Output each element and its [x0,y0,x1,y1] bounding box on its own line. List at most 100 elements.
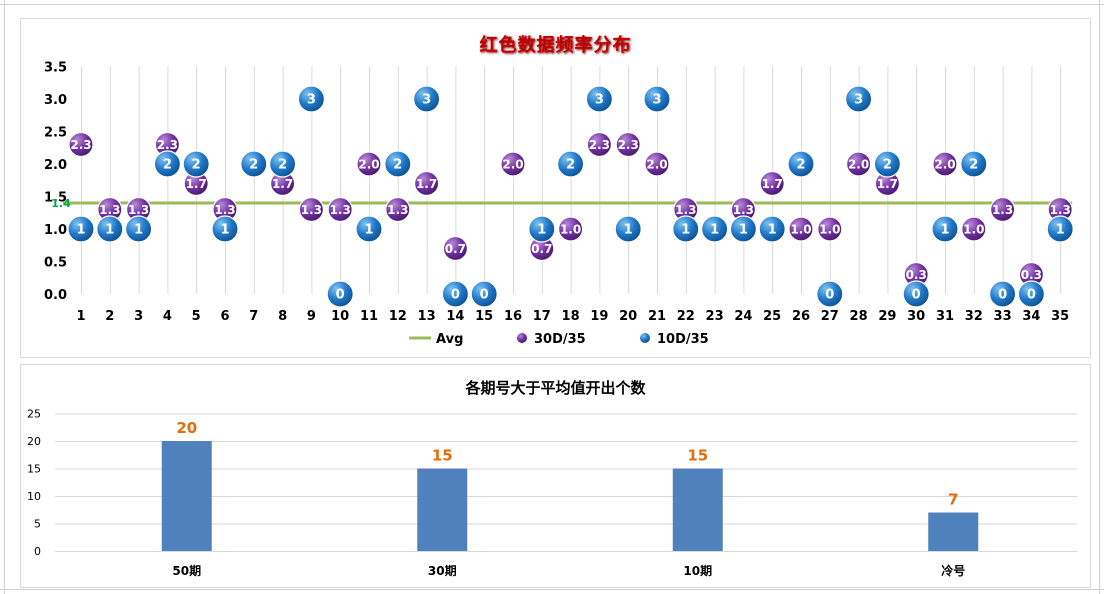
bar-value-label: 20 [176,419,197,437]
point-10d-marker [182,150,210,178]
point-10d-marker [844,85,873,113]
point-10d-marker [672,215,700,243]
point-30d-label: 2.0 [502,157,523,171]
point-30d-label: 1.7 [877,177,898,191]
point-30d-marker [961,216,987,242]
point-10d-label: 0 [998,288,1007,303]
point-10d-marker [729,215,758,243]
point-10d-label: 1 [940,223,949,238]
point-30d: 1.7 [414,170,440,197]
bar-category-label: 30期 [428,563,457,578]
point-10d-label: 1 [105,223,114,238]
point-10d-marker [470,280,498,308]
point-10d-label: 1 [768,223,777,238]
scatter-x-tick-label: 35 [1051,309,1069,324]
point-30d: 1.3 [327,196,353,223]
point-10d: 3 [297,85,325,113]
point-30d: 2.0 [845,151,872,177]
point-30d-label: 1.0 [560,222,581,236]
point-10d-label: 3 [307,93,316,108]
point-10d-label: 2 [883,158,892,173]
point-30d-label: 2.0 [934,157,955,171]
point-30d: 1.0 [961,216,987,242]
scatter-y-tick-label: 0.5 [44,256,67,271]
point-10d-marker [643,85,671,113]
point-10d-marker [988,280,1017,308]
point-10d-label: 0 [825,288,834,303]
point-30d: 0.7 [442,235,468,262]
point-10d-marker [413,85,441,113]
scatter-y-tick-label: 3.5 [44,61,67,76]
point-10d-marker [124,215,153,243]
scatter-x-tick-label: 28 [850,309,868,324]
point-30d-label: 0.7 [445,242,466,256]
point-30d-marker [385,196,411,223]
bar-y-tick-label: 25 [27,408,41,421]
scatter-gridlines [81,66,1062,294]
point-10d-label: 1 [681,223,690,238]
scatter-y-tick-label: 3.0 [44,93,67,108]
point-10d-label: 0 [336,288,345,303]
frequency-scatter-chart: 0.00.51.01.52.02.53.03.51 2 3 4 5 6 7 8 9 10 11 12 1… [44,61,1074,347]
point-10d: 1 [211,215,239,243]
point-10d-marker [67,215,95,243]
bar-chart-title: 各期号大于平均值开出个数 [465,379,646,397]
point-30d-label: 2.3 [157,138,178,152]
point-30d-marker [759,170,785,197]
point-10d: 0 [1017,280,1046,308]
point-30d-label: 1.0 [790,222,811,236]
scatter-x-tick-label: 22 [677,309,695,324]
point-10d-marker [153,150,181,178]
point-30d-label: 2.0 [848,157,869,171]
point-10d: 0 [988,280,1017,308]
point-30d-marker [586,131,613,158]
point-10d-marker [240,150,268,178]
point-10d-marker [1046,215,1074,243]
bar [672,468,723,551]
point-10d-label: 3 [595,93,604,108]
point-10d-label: 1 [76,223,85,238]
point-30d-label: 1.3 [99,203,120,217]
point-30d: 1.7 [270,170,296,197]
scatter-x-tick-label: 2 [105,309,114,324]
point-10d: 0 [326,280,354,308]
point-30d-label: 1.3 [128,203,149,217]
point-10d-label: 0 [912,288,921,303]
scatter-x-tick-label: 11 [360,309,378,324]
point-10d: 1 [96,215,124,243]
point-30d-label: 0.3 [906,268,927,282]
point-30d-marker [414,170,440,197]
point-10d-marker [297,85,325,113]
point-30d: 2.0 [644,151,670,177]
point-30d: 1.3 [385,196,411,223]
point-10d-marker [787,150,815,178]
scatter-x-tick-label: 30 [907,309,925,324]
point-10d-label: 0 [451,288,460,303]
point-30d-label: 1.3 [301,203,322,217]
point-10d-label: 2 [163,158,172,173]
point-30d-label: 1.3 [387,203,408,217]
scatter-x-tick-label: 12 [389,309,407,324]
frequency-scatter-panel: 红色数据频率分布 0.0 0.5 1.0 1.5 2.0 2.5 3.0 3.5 1 2 3 4 5 6 7… [20,18,1091,358]
point-30d: 2.3 [615,131,641,158]
point-10d-label: 1 [710,223,719,238]
point-10d: 2 [960,150,988,178]
point-30d-label: 1.3 [733,203,754,217]
scatter-x-tick-label: 33 [994,309,1012,324]
point-10d-marker [441,280,469,308]
point-30d: 2.0 [356,151,382,177]
scatter-x-tick-label: 7 [249,309,258,324]
point-10d-label: 1 [537,223,546,238]
point-10d-marker [614,215,642,243]
scatter-x-tick-label: 34 [1022,309,1040,324]
avg-line-label: 1.4 [51,197,71,210]
point-10d: 2 [182,150,210,178]
point-10d: 2 [787,150,815,178]
scatter-x-tick-label: 16 [504,309,522,324]
point-10d: 0 [816,280,844,308]
bar-y-tick-label: 5 [34,518,41,531]
point-10d-marker [931,215,959,243]
point-10d-label: 2 [249,158,258,173]
point-10d-marker [585,85,614,113]
